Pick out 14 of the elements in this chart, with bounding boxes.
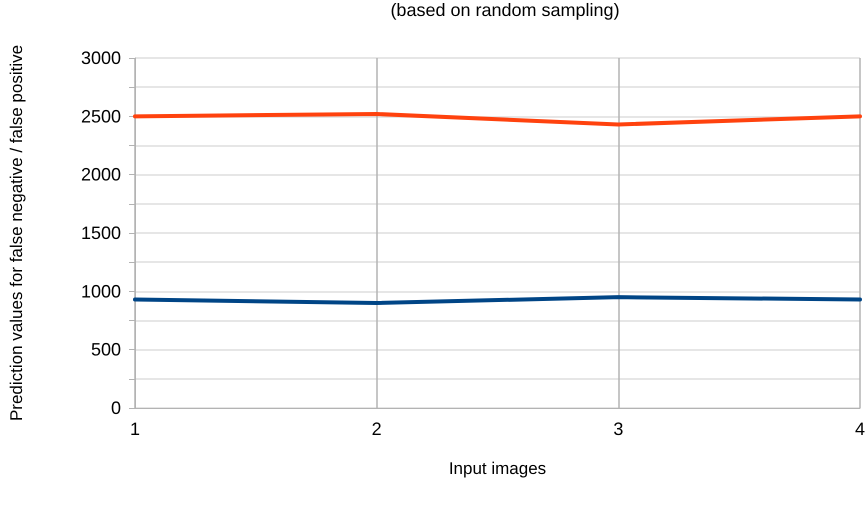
chart-title: (based on random sampling) bbox=[390, 0, 620, 20]
y-tick-label: 500 bbox=[90, 340, 121, 360]
y-axis-title: Prediction values for false negative / false positive bbox=[7, 44, 26, 422]
y-tick-label: 2000 bbox=[80, 164, 121, 185]
x-tick-label: 1 bbox=[130, 419, 140, 439]
x-axis-title: Input images bbox=[448, 459, 546, 478]
x-tick-label: 2 bbox=[372, 419, 382, 439]
y-tick-label: 2500 bbox=[80, 106, 121, 126]
y-tick-label: 3000 bbox=[80, 48, 121, 68]
x-tick-label: 3 bbox=[613, 419, 624, 439]
y-tick-label: 1500 bbox=[80, 223, 121, 243]
y-tick-label: 1000 bbox=[80, 281, 121, 302]
y-tick-label: 0 bbox=[110, 398, 121, 418]
x-tick-label: 4 bbox=[854, 419, 865, 439]
